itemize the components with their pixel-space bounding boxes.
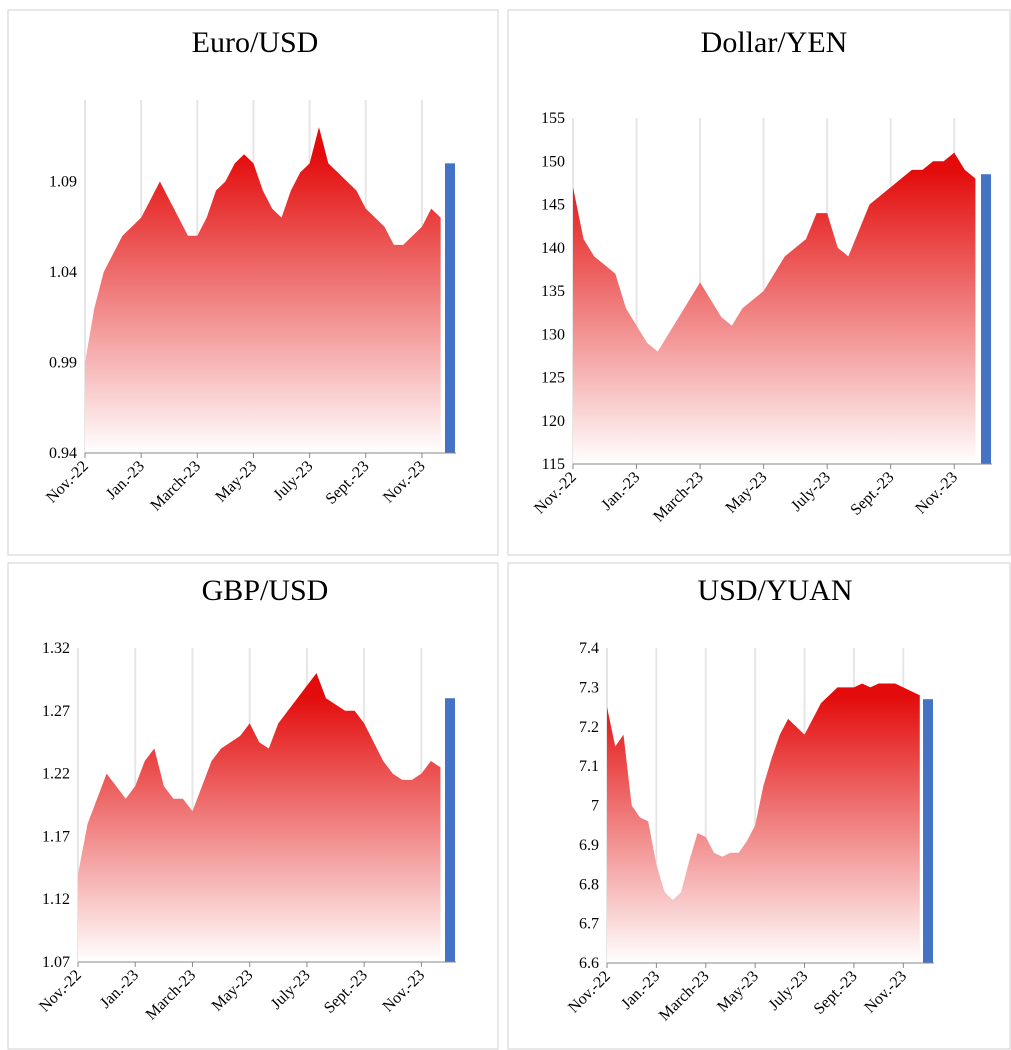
x-tick-label: Nov.-22 <box>565 968 614 1017</box>
x-tick-label: July-23 <box>765 968 811 1014</box>
y-tick-label: 115 <box>542 456 565 473</box>
y-tick-label: 6.7 <box>579 916 599 933</box>
y-tick-label: 1.07 <box>42 954 70 971</box>
x-tick-label: March-23 <box>148 458 205 515</box>
x-tick-label: Nov.-22 <box>43 458 92 507</box>
x-tick-label: Sept.-23 <box>847 469 897 519</box>
y-tick-label: 6.8 <box>579 876 599 893</box>
x-tick-label: Sept.-23 <box>323 458 373 508</box>
y-tick-label: 0.94 <box>49 445 77 462</box>
x-tick-label: Jan.-23 <box>598 469 643 514</box>
bar <box>445 698 455 962</box>
chart-title: Dollar/YEN <box>701 26 848 59</box>
x-tick-label: Nov.-22 <box>36 967 85 1016</box>
y-tick-label: 1.04 <box>49 264 77 281</box>
area <box>78 673 441 962</box>
x-tick-label: Nov.-22 <box>531 469 580 518</box>
x-tick-label: Sept.-23 <box>321 967 371 1017</box>
y-tick-label: 7.1 <box>579 758 599 775</box>
y-tick-label: 155 <box>541 110 565 127</box>
y-tick-label: 1.22 <box>42 766 70 783</box>
x-tick-label: May-23 <box>212 458 260 506</box>
chart-title: GBP/USD <box>202 574 329 607</box>
y-tick-label: 135 <box>541 283 565 300</box>
x-tick-label: Sept.-23 <box>811 968 861 1018</box>
y-tick-label: 0.99 <box>49 354 77 371</box>
y-tick-label: 130 <box>541 326 565 343</box>
y-tick-label: 140 <box>541 240 565 257</box>
x-tick-label: March-23 <box>143 967 200 1024</box>
x-tick-label: March-23 <box>656 968 713 1025</box>
x-tick-label: July-23 <box>268 967 314 1013</box>
y-tick-label: 1.09 <box>49 173 77 190</box>
y-tick-label: 1.32 <box>42 640 70 657</box>
bar <box>445 163 455 453</box>
bar <box>923 699 933 963</box>
chart-title: USD/YUAN <box>697 574 852 607</box>
x-tick-label: Jan.-23 <box>97 967 142 1012</box>
area <box>607 683 920 963</box>
bar <box>981 174 991 464</box>
x-tick-label: May-23 <box>209 967 257 1015</box>
y-tick-label: 1.17 <box>42 828 70 845</box>
x-tick-label: July-23 <box>270 458 316 504</box>
area <box>573 152 976 464</box>
y-tick-label: 1.27 <box>42 703 70 720</box>
x-tick-label: Nov.-23 <box>861 968 910 1017</box>
x-tick-label: Jan.-23 <box>103 458 148 503</box>
x-tick-label: March-23 <box>650 469 707 526</box>
panel <box>7 9 499 556</box>
x-tick-label: July-23 <box>788 469 834 515</box>
panel <box>7 562 499 1050</box>
y-tick-label: 1.12 <box>42 891 70 908</box>
y-tick-label: 7 <box>591 798 599 815</box>
y-tick-label: 6.9 <box>579 837 599 854</box>
x-tick-label: Jan.-23 <box>618 968 663 1013</box>
y-tick-label: 7.2 <box>579 719 599 736</box>
x-tick-label: May-23 <box>714 968 762 1016</box>
x-tick-label: Nov.-23 <box>380 458 429 507</box>
y-tick-label: 125 <box>541 370 565 387</box>
panel <box>507 562 1011 1050</box>
y-tick-label: 7.4 <box>579 640 599 657</box>
y-tick-label: 7.3 <box>579 679 599 696</box>
panel <box>507 9 1011 556</box>
x-tick-label: Nov.-23 <box>380 967 429 1016</box>
x-tick-label: May-23 <box>723 469 771 517</box>
area <box>85 127 441 454</box>
y-tick-label: 6.6 <box>579 955 599 972</box>
y-tick-label: 145 <box>541 197 565 214</box>
chart-title: Euro/USD <box>192 26 319 59</box>
x-tick-label: Nov.-23 <box>912 469 961 518</box>
y-tick-label: 150 <box>541 153 565 170</box>
y-tick-label: 120 <box>541 413 565 430</box>
